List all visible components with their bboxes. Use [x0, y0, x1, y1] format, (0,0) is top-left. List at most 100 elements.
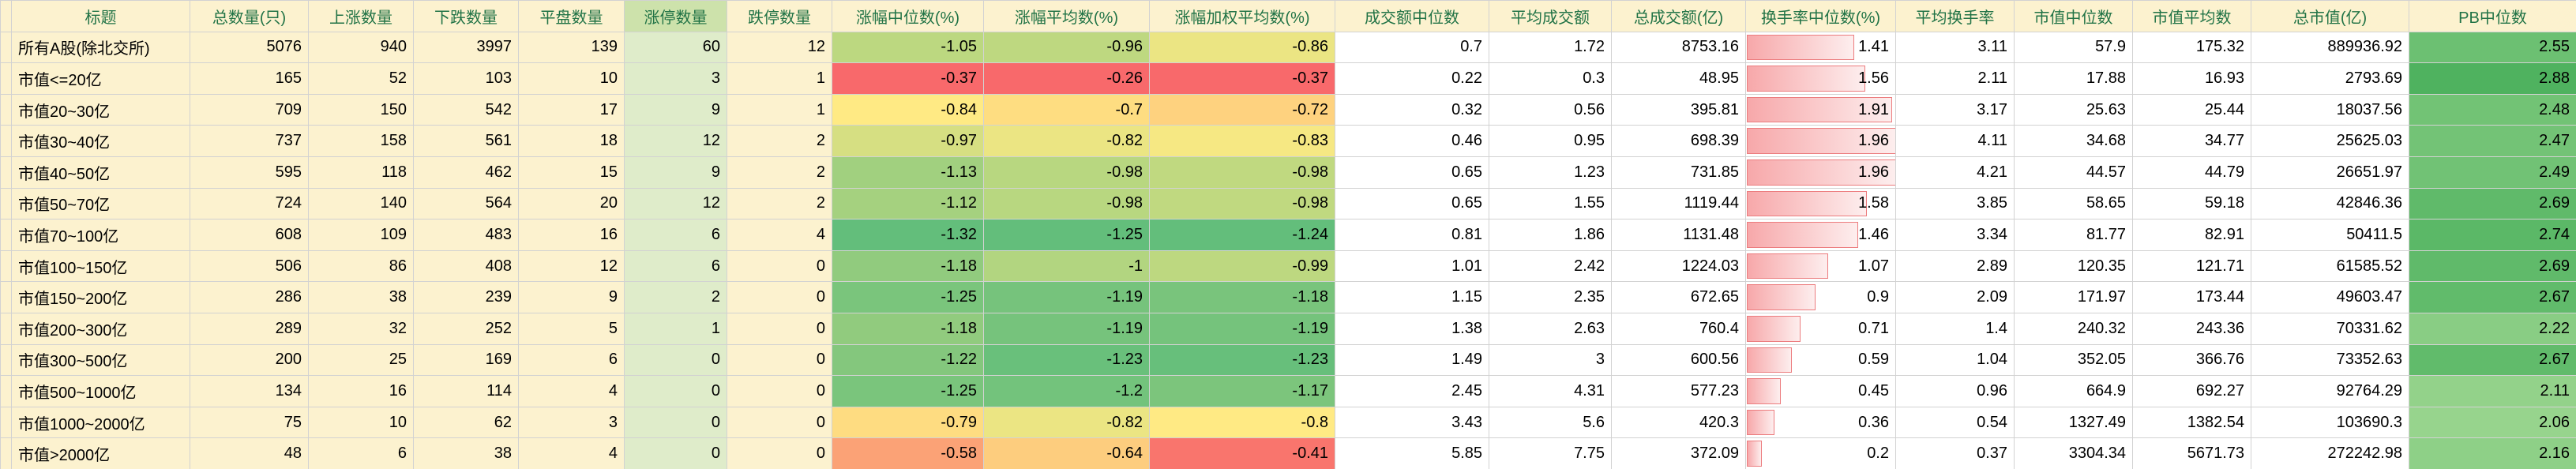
value-cell[interactable]: 1224.03: [1611, 250, 1746, 283]
value-cell[interactable]: 561: [413, 125, 519, 157]
value-cell[interactable]: 2793.69: [2251, 62, 2409, 95]
row-label-cell[interactable]: 市值70~100亿: [11, 219, 190, 251]
column-header-5[interactable]: 涨停数量: [624, 0, 727, 32]
value-cell[interactable]: -1.12: [832, 187, 984, 220]
value-cell[interactable]: 17.88: [2014, 62, 2133, 95]
value-cell[interactable]: 165: [190, 62, 309, 95]
row-label-cell[interactable]: 市值30~40亿: [11, 125, 190, 157]
value-cell[interactable]: 608: [190, 219, 309, 251]
row-label-cell[interactable]: 市值150~200亿: [11, 281, 190, 313]
value-cell[interactable]: -1.05: [832, 31, 984, 64]
value-cell[interactable]: 150: [308, 93, 414, 126]
value-cell[interactable]: 5076: [190, 31, 309, 64]
value-cell[interactable]: 0.22: [1335, 62, 1489, 95]
value-cell[interactable]: 0.65: [1335, 156, 1489, 189]
value-cell[interactable]: 48.95: [1611, 62, 1746, 95]
row-label-cell[interactable]: 所有A股(除北交所): [11, 31, 190, 64]
value-cell[interactable]: 34.68: [2014, 125, 2133, 157]
value-cell[interactable]: 5: [518, 312, 625, 345]
value-cell[interactable]: 3.11: [1895, 31, 2015, 64]
row-label-cell[interactable]: 市值<=20亿: [11, 62, 190, 95]
value-cell[interactable]: 760.4: [1611, 312, 1746, 345]
turnover-rate-bar-cell[interactable]: 1.46: [1745, 219, 1896, 251]
value-cell[interactable]: 240.32: [2014, 312, 2133, 345]
turnover-rate-bar-cell[interactable]: 1.58: [1745, 187, 1896, 220]
value-cell[interactable]: 18037.56: [2251, 93, 2409, 126]
value-cell[interactable]: 272242.98: [2251, 437, 2409, 469]
value-cell[interactable]: -1.19: [983, 312, 1150, 345]
column-header-15[interactable]: 市值中位数: [2014, 0, 2133, 32]
value-cell[interactable]: 3.85: [1895, 187, 2015, 220]
value-cell[interactable]: 5.85: [1335, 437, 1489, 469]
turnover-rate-bar-cell[interactable]: 0.36: [1745, 406, 1896, 439]
value-cell[interactable]: -1.22: [832, 343, 984, 377]
value-cell[interactable]: 134: [190, 375, 309, 407]
value-cell[interactable]: 3997: [413, 31, 519, 64]
value-cell[interactable]: 109: [308, 219, 414, 251]
value-cell[interactable]: 118: [308, 156, 414, 189]
value-cell[interactable]: -0.58: [832, 437, 984, 469]
value-cell[interactable]: 889936.92: [2251, 31, 2409, 64]
value-cell[interactable]: 395.81: [1611, 93, 1746, 126]
value-cell[interactable]: 1.4: [1895, 312, 2015, 345]
value-cell[interactable]: 92764.29: [2251, 375, 2409, 407]
row-label-cell[interactable]: 市值>2000亿: [11, 437, 190, 469]
value-cell[interactable]: 2.67: [2409, 343, 2576, 377]
value-cell[interactable]: 737: [190, 125, 309, 157]
value-cell[interactable]: 1: [624, 312, 727, 345]
value-cell[interactable]: 0: [727, 375, 832, 407]
value-cell[interactable]: 2.11: [1895, 62, 2015, 95]
value-cell[interactable]: 0: [624, 437, 727, 469]
column-header-7[interactable]: 涨幅中位数(%): [832, 0, 984, 32]
value-cell[interactable]: 243.36: [2132, 312, 2251, 345]
value-cell[interactable]: -1.19: [983, 281, 1150, 313]
value-cell[interactable]: 9: [518, 281, 625, 313]
value-cell[interactable]: 0: [727, 343, 832, 377]
value-cell[interactable]: 0: [727, 437, 832, 469]
value-cell[interactable]: 44.79: [2132, 156, 2251, 189]
value-cell[interactable]: -1.23: [983, 343, 1150, 377]
column-header-1[interactable]: 总数量(只): [190, 0, 309, 32]
turnover-rate-bar-cell[interactable]: 0.59: [1745, 343, 1896, 377]
value-cell[interactable]: 506: [190, 250, 309, 283]
value-cell[interactable]: 0.54: [1895, 406, 2015, 439]
value-cell[interactable]: 1.23: [1489, 156, 1612, 189]
value-cell[interactable]: 1131.48: [1611, 219, 1746, 251]
value-cell[interactable]: 2.55: [2409, 31, 2576, 64]
value-cell[interactable]: 1327.49: [2014, 406, 2133, 439]
value-cell[interactable]: 940: [308, 31, 414, 64]
value-cell[interactable]: 352.05: [2014, 343, 2133, 377]
value-cell[interactable]: 239: [413, 281, 519, 313]
value-cell[interactable]: 664.9: [2014, 375, 2133, 407]
turnover-rate-bar-cell[interactable]: 0.2: [1745, 437, 1896, 469]
value-cell[interactable]: 1: [727, 93, 832, 126]
value-cell[interactable]: 52: [308, 62, 414, 95]
value-cell[interactable]: -1.13: [832, 156, 984, 189]
value-cell[interactable]: -0.79: [832, 406, 984, 439]
value-cell[interactable]: 12: [624, 125, 727, 157]
value-cell[interactable]: 2.49: [2409, 156, 2576, 189]
value-cell[interactable]: 1119.44: [1611, 187, 1746, 220]
value-cell[interactable]: 175.32: [2132, 31, 2251, 64]
value-cell[interactable]: -0.37: [1149, 62, 1335, 95]
value-cell[interactable]: 2.35: [1489, 281, 1612, 313]
value-cell[interactable]: 6: [518, 343, 625, 377]
value-cell[interactable]: 169: [413, 343, 519, 377]
value-cell[interactable]: 252: [413, 312, 519, 345]
value-cell[interactable]: 0: [624, 343, 727, 377]
value-cell[interactable]: 0.46: [1335, 125, 1489, 157]
value-cell[interactable]: 6: [624, 250, 727, 283]
value-cell[interactable]: 0: [727, 406, 832, 439]
value-cell[interactable]: -1.25: [832, 281, 984, 313]
turnover-rate-bar-cell[interactable]: 1.56: [1745, 62, 1896, 95]
value-cell[interactable]: 2.63: [1489, 312, 1612, 345]
value-cell[interactable]: 8753.16: [1611, 31, 1746, 64]
row-label-cell[interactable]: 市值40~50亿: [11, 156, 190, 189]
value-cell[interactable]: 577.23: [1611, 375, 1746, 407]
value-cell[interactable]: -0.99: [1149, 250, 1335, 283]
value-cell[interactable]: 57.9: [2014, 31, 2133, 64]
value-cell[interactable]: 20: [518, 187, 625, 220]
value-cell[interactable]: 4.31: [1489, 375, 1612, 407]
turnover-rate-bar-cell[interactable]: 1.07: [1745, 250, 1896, 283]
turnover-rate-bar-cell[interactable]: 1.91: [1745, 93, 1896, 126]
